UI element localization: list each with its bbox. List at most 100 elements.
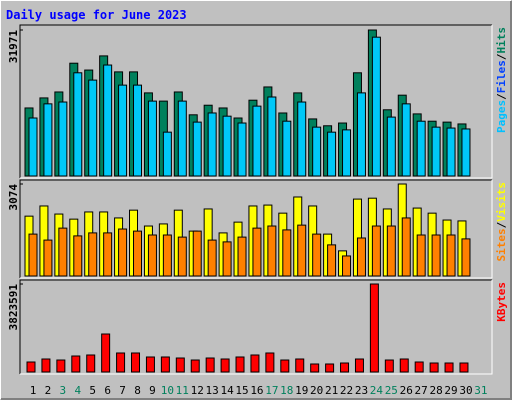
y-tick-label: 3823591 bbox=[7, 284, 20, 331]
x-tick-label: 11 bbox=[176, 384, 189, 397]
y-tick-label: 31971 bbox=[7, 30, 20, 63]
bar bbox=[384, 359, 394, 373]
bar bbox=[312, 233, 322, 277]
legend-entry: Visits bbox=[495, 182, 508, 222]
x-tick-label: 24 bbox=[370, 384, 384, 397]
bar bbox=[369, 283, 379, 373]
bar bbox=[267, 96, 277, 177]
panel-bevel-dark bbox=[19, 24, 492, 178]
x-tick-label: 17 bbox=[265, 384, 278, 397]
x-tick-label: 15 bbox=[235, 384, 248, 397]
bar bbox=[118, 228, 128, 277]
bar bbox=[342, 255, 352, 277]
panel-bevel-light bbox=[20, 180, 493, 279]
x-tick-label: 4 bbox=[74, 384, 81, 397]
bar bbox=[147, 100, 157, 177]
bar bbox=[416, 234, 426, 277]
bar bbox=[431, 234, 441, 277]
x-tick-label: 10 bbox=[161, 384, 174, 397]
x-tick-label: 27 bbox=[415, 384, 428, 397]
x-tick-label: 23 bbox=[355, 384, 368, 397]
bar bbox=[459, 362, 469, 373]
bar bbox=[340, 362, 350, 373]
bar bbox=[237, 236, 247, 277]
panel-bevel-light bbox=[20, 25, 493, 179]
x-tick-label: 18 bbox=[280, 384, 293, 397]
bar bbox=[56, 359, 66, 373]
bar bbox=[220, 358, 230, 373]
legend-entry: KBytes bbox=[495, 282, 508, 322]
bar bbox=[88, 79, 98, 177]
bar bbox=[371, 225, 381, 277]
bar bbox=[145, 356, 155, 373]
legend: Pages/Files/Hits bbox=[495, 27, 508, 133]
bar bbox=[265, 352, 275, 373]
x-tick-label: 16 bbox=[250, 384, 263, 397]
bar bbox=[177, 100, 187, 177]
bar bbox=[192, 121, 202, 177]
bar bbox=[237, 122, 247, 177]
bar bbox=[160, 356, 170, 373]
bar bbox=[71, 355, 81, 373]
x-tick-label: 14 bbox=[220, 384, 234, 397]
bar bbox=[86, 354, 96, 373]
x-tick-label: 2 bbox=[45, 384, 52, 397]
bar bbox=[118, 84, 128, 177]
legend-entry: / bbox=[495, 53, 508, 60]
bar bbox=[371, 36, 381, 177]
bar bbox=[444, 362, 454, 373]
bar bbox=[461, 238, 471, 277]
bar bbox=[177, 236, 187, 277]
panel-bevel-dark bbox=[19, 279, 492, 374]
bar bbox=[133, 84, 143, 177]
x-tick-label: 3 bbox=[60, 384, 67, 397]
bar bbox=[429, 362, 439, 373]
bar bbox=[401, 103, 411, 177]
legend-entry: Pages bbox=[495, 100, 508, 133]
x-tick-label: 12 bbox=[191, 384, 204, 397]
bar bbox=[116, 352, 126, 373]
x-tick-label: 1 bbox=[30, 384, 37, 397]
bar bbox=[297, 224, 307, 277]
bar bbox=[386, 225, 396, 277]
x-tick-label: 20 bbox=[310, 384, 323, 397]
bar bbox=[41, 358, 51, 373]
bar bbox=[416, 120, 426, 177]
bar bbox=[205, 357, 215, 373]
bar bbox=[354, 358, 364, 373]
legend: KBytes bbox=[495, 282, 508, 322]
bar bbox=[342, 129, 352, 177]
bar bbox=[327, 131, 337, 177]
x-tick-label: 8 bbox=[134, 384, 141, 397]
bar bbox=[207, 112, 217, 177]
bar bbox=[461, 128, 471, 177]
bar bbox=[446, 127, 456, 177]
bar bbox=[431, 126, 441, 177]
bar bbox=[28, 117, 38, 177]
bar bbox=[267, 225, 277, 277]
chart-title: Daily usage for June 2023 bbox=[6, 8, 187, 22]
x-tick-label: 22 bbox=[340, 384, 353, 397]
bar bbox=[325, 363, 335, 373]
bar bbox=[88, 232, 98, 277]
legend-entry: Files bbox=[495, 60, 508, 93]
bar bbox=[133, 230, 143, 277]
bar bbox=[103, 232, 113, 277]
bar bbox=[73, 235, 83, 277]
bar bbox=[207, 239, 217, 277]
x-tick-label: 25 bbox=[385, 384, 398, 397]
bar bbox=[131, 352, 141, 373]
bar bbox=[252, 227, 262, 277]
legend-entry: / bbox=[495, 93, 508, 100]
bar bbox=[310, 363, 320, 373]
x-tick-label: 7 bbox=[119, 384, 126, 397]
bar bbox=[58, 227, 68, 277]
x-tick-label: 13 bbox=[206, 384, 219, 397]
bar bbox=[175, 357, 185, 373]
bar bbox=[401, 217, 411, 277]
bar bbox=[222, 115, 232, 177]
bar bbox=[43, 239, 53, 277]
bar bbox=[192, 230, 202, 277]
